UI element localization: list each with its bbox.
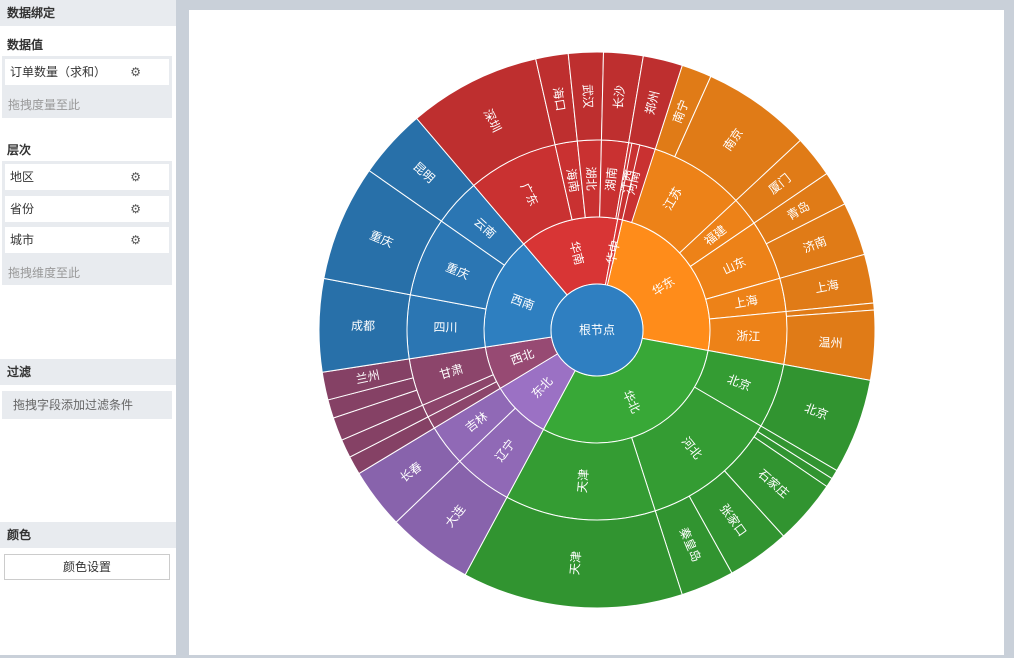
province-label: 湖南: [602, 166, 619, 191]
province-label: 天津: [575, 468, 591, 493]
province-label: 海南: [564, 167, 583, 193]
levels-label: 层次: [7, 143, 32, 157]
value-field-order-count[interactable]: 订单数量（求和） ⚙: [5, 59, 169, 85]
root-label: 根节点: [579, 323, 615, 337]
province-label: 甘肃: [438, 362, 465, 382]
level-field-label: 省份: [10, 202, 35, 216]
level-field-region[interactable]: 地区 ⚙: [5, 164, 169, 190]
values-label: 数据值: [7, 38, 44, 52]
filter-section-title: 过滤: [0, 359, 176, 385]
level-field-label: 城市: [10, 233, 35, 247]
color-section-title: 颜色: [0, 522, 176, 548]
gear-icon[interactable]: ⚙: [130, 65, 141, 79]
city-label: 上海: [814, 277, 840, 296]
dimension-drop-hint: 拖拽维度至此: [8, 266, 81, 280]
measure-drop-hint: 拖拽度量至此: [8, 98, 81, 112]
panel-title: 数据绑定: [0, 0, 176, 26]
chart-canvas: 华东江苏南昌南宁南京福建厦门山东青岛济南上海上海浙江温州华北北京北京河北石家庄张…: [189, 10, 1004, 655]
region-label: 华南: [567, 240, 588, 267]
level-field-province[interactable]: 省份 ⚙: [5, 196, 169, 222]
value-field-label: 订单数量（求和）: [10, 65, 107, 79]
city-label: 成都: [351, 319, 375, 333]
province-label: 江西: [619, 169, 638, 195]
city-label: 海口: [550, 86, 569, 112]
province-label: 湖北: [583, 166, 599, 191]
province-label: 上海: [733, 292, 759, 311]
province-slice[interactable]: [617, 142, 641, 221]
values-drop-zone[interactable]: 订单数量（求和） ⚙ 拖拽度量至此: [2, 56, 172, 118]
city-label: 长沙: [611, 84, 627, 109]
filter-drop-zone[interactable]: 拖拽字段添加过滤条件: [2, 391, 172, 419]
region-label: 华中: [603, 239, 623, 266]
province-label: 四川: [433, 320, 457, 334]
city-label: 天津: [568, 550, 584, 575]
city-label: 郑州: [642, 89, 662, 116]
city-label: 温州: [818, 335, 843, 350]
levels-drop-zone[interactable]: 地区 ⚙ 省份 ⚙ 城市 ⚙ 拖拽维度至此: [2, 161, 172, 285]
sunburst-chart[interactable]: 华东江苏南昌南宁南京福建厦门山东青岛济南上海上海浙江温州华北北京北京河北石家庄张…: [189, 10, 1004, 655]
city-label: 武汉: [580, 84, 595, 109]
color-settings-button[interactable]: 颜色设置: [4, 554, 170, 580]
city-label: 兰州: [355, 368, 381, 387]
level-field-label: 地区: [10, 170, 35, 184]
gear-icon[interactable]: ⚙: [130, 170, 141, 184]
gear-icon[interactable]: ⚙: [130, 233, 141, 247]
level-field-city[interactable]: 城市 ⚙: [5, 227, 169, 253]
city-slice[interactable]: [628, 55, 683, 150]
gear-icon[interactable]: ⚙: [130, 202, 141, 216]
data-binding-panel: 数据绑定 数据值 订单数量（求和） ⚙ 拖拽度量至此 层次 地区 ⚙ 省份 ⚙ …: [0, 0, 176, 655]
root-node[interactable]: [550, 283, 644, 377]
province-label: 浙江: [736, 329, 761, 344]
